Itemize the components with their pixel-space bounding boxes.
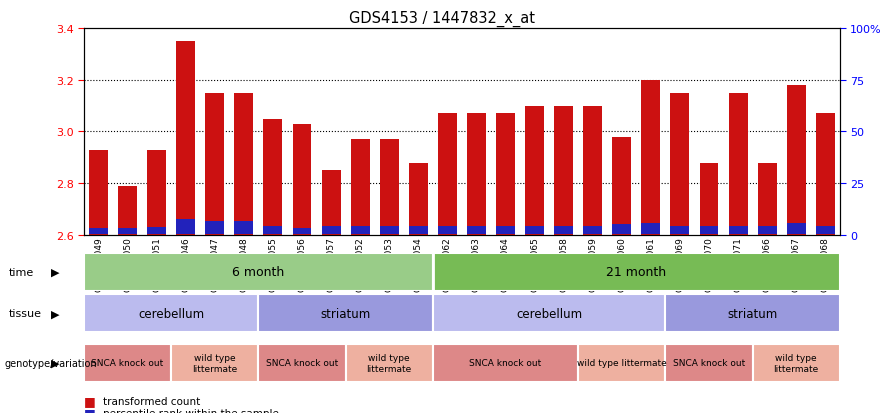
Bar	[84, 253, 433, 291]
Bar	[787, 224, 805, 234]
Bar	[89, 150, 108, 235]
Bar	[234, 93, 254, 235]
Bar	[670, 93, 690, 235]
Bar	[666, 344, 752, 382]
Text: ▶: ▶	[51, 358, 60, 368]
Text: GDS4153 / 1447832_x_at: GDS4153 / 1447832_x_at	[349, 10, 535, 26]
Text: 21 month: 21 month	[606, 266, 667, 279]
Bar	[670, 226, 690, 234]
Text: transformed count: transformed count	[103, 396, 201, 406]
Bar	[583, 106, 602, 235]
Bar	[728, 93, 748, 235]
Bar	[293, 124, 311, 235]
Bar	[258, 294, 433, 332]
Bar	[433, 294, 666, 332]
Bar	[666, 294, 840, 332]
Text: ■: ■	[84, 406, 95, 413]
Bar	[525, 226, 544, 234]
Text: ■: ■	[84, 394, 95, 407]
Text: 6 month: 6 month	[232, 266, 285, 279]
Bar	[728, 226, 748, 234]
Bar	[642, 224, 660, 234]
Bar	[496, 226, 515, 234]
Bar	[642, 81, 660, 235]
Text: genotype/variation: genotype/variation	[4, 358, 97, 368]
Bar	[84, 294, 258, 332]
Bar	[263, 119, 282, 235]
Bar	[351, 226, 370, 234]
Bar	[438, 226, 457, 234]
Text: wild type
littermate: wild type littermate	[367, 354, 412, 373]
Bar	[816, 226, 834, 234]
Text: cerebellum: cerebellum	[516, 307, 583, 320]
Text: SNCA knock out: SNCA knock out	[469, 358, 542, 368]
Bar	[322, 226, 340, 234]
Bar	[554, 226, 573, 234]
Bar	[351, 140, 370, 235]
Bar	[176, 42, 195, 235]
Bar	[496, 114, 515, 235]
Text: ▶: ▶	[51, 309, 60, 318]
Bar	[467, 114, 486, 235]
Bar	[118, 228, 137, 234]
Bar	[205, 222, 225, 234]
Bar	[205, 93, 225, 235]
Text: SNCA knock out: SNCA knock out	[91, 358, 164, 368]
Text: SNCA knock out: SNCA knock out	[673, 358, 745, 368]
Bar	[758, 163, 776, 235]
Text: SNCA knock out: SNCA knock out	[266, 358, 338, 368]
Bar	[293, 228, 311, 234]
Bar	[118, 186, 137, 235]
Text: wild type littermate: wild type littermate	[577, 358, 667, 368]
Bar	[583, 226, 602, 234]
Bar	[787, 85, 805, 235]
Bar	[525, 106, 544, 235]
Bar	[467, 226, 486, 234]
Bar	[380, 140, 399, 235]
Bar	[176, 220, 195, 234]
Text: wild type
littermate: wild type littermate	[192, 354, 238, 373]
Text: tissue: tissue	[9, 309, 42, 318]
Text: percentile rank within the sample: percentile rank within the sample	[103, 408, 279, 413]
Bar	[613, 225, 631, 234]
Bar	[263, 226, 282, 234]
Text: striatum: striatum	[728, 307, 778, 320]
Bar	[816, 114, 834, 235]
Bar	[148, 228, 166, 234]
Bar	[408, 226, 428, 234]
Text: ▶: ▶	[51, 267, 60, 277]
Bar	[171, 344, 258, 382]
Bar	[699, 226, 719, 234]
Bar	[758, 226, 776, 234]
Bar	[433, 344, 578, 382]
Bar	[578, 344, 666, 382]
Text: wild type
littermate: wild type littermate	[774, 354, 819, 373]
Bar	[438, 114, 457, 235]
Bar	[433, 253, 840, 291]
Bar	[89, 228, 108, 234]
Bar	[322, 171, 340, 235]
Text: time: time	[9, 267, 34, 277]
Bar	[346, 344, 433, 382]
Text: striatum: striatum	[321, 307, 370, 320]
Bar	[752, 344, 840, 382]
Bar	[613, 137, 631, 235]
Bar	[699, 163, 719, 235]
Bar	[234, 222, 254, 234]
Bar	[554, 106, 573, 235]
Bar	[258, 344, 346, 382]
Bar	[408, 163, 428, 235]
Bar	[148, 150, 166, 235]
Text: cerebellum: cerebellum	[138, 307, 204, 320]
Bar	[84, 344, 171, 382]
Bar	[380, 226, 399, 234]
